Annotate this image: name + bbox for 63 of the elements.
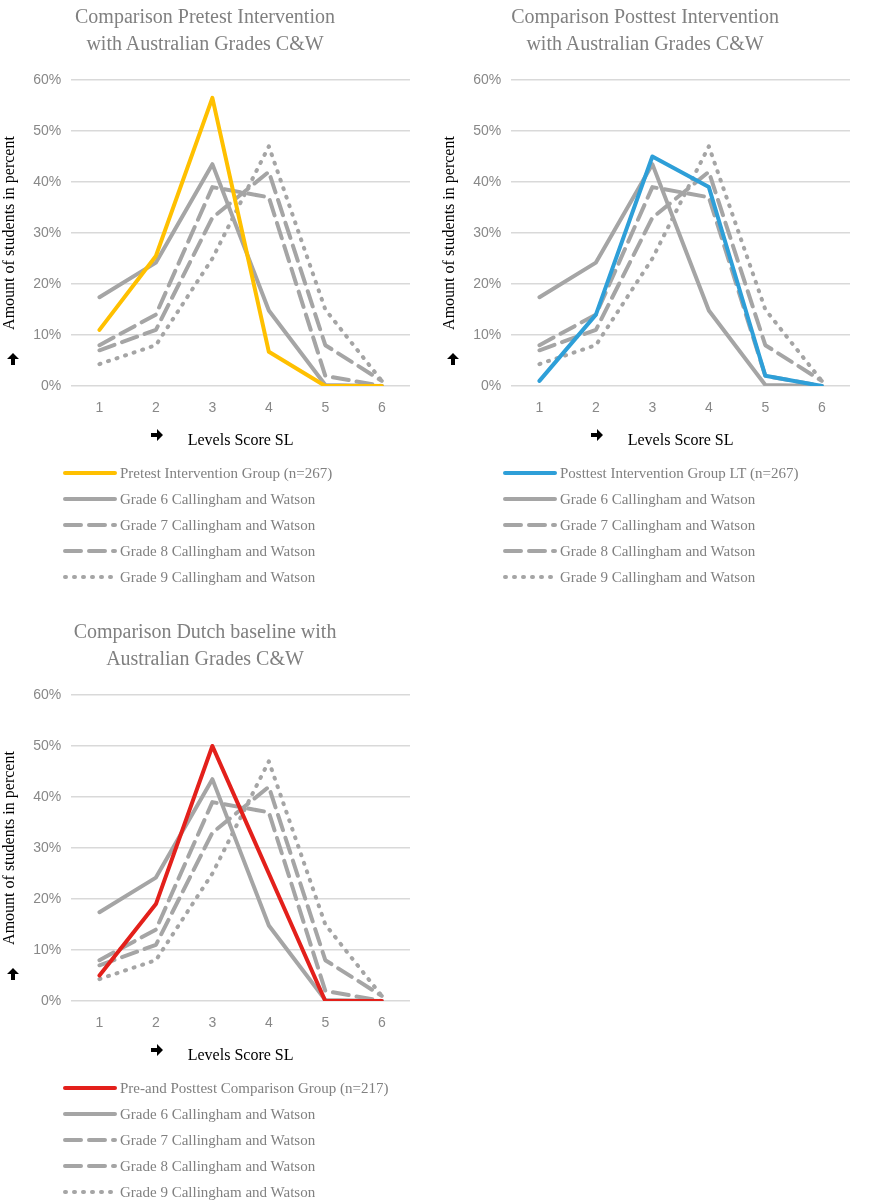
y-tick-label: 20% xyxy=(473,274,502,291)
legend-label: Grade 8 Callingham and Watson xyxy=(120,542,316,560)
x-tick-label: 5 xyxy=(321,399,330,416)
x-tick-label: 2 xyxy=(152,1014,161,1031)
chart-title: Comparison Dutch baseline with Australian Grades C&W xyxy=(73,619,337,669)
x-tick-label: 4 xyxy=(264,1014,273,1031)
x-tick-label: 1 xyxy=(95,1014,104,1031)
y-tick-label: 10% xyxy=(473,325,502,342)
x-tick-label: 2 xyxy=(592,399,601,416)
x-tick-label: 1 xyxy=(95,399,104,416)
y-tick-label: 60% xyxy=(33,685,62,702)
y-tick-label: 0% xyxy=(40,991,62,1008)
x-tick-label: 6 xyxy=(377,399,386,416)
y-axis-title: Amount of students in percent xyxy=(0,135,18,330)
y-tick-label: 50% xyxy=(33,121,62,138)
x-tick-label: 6 xyxy=(817,399,826,416)
legend-label: Pretest Intervention Group (n=267) xyxy=(120,464,333,482)
y-axis-title: Amount of students in percent xyxy=(439,135,458,330)
y-tick-label: 40% xyxy=(33,172,62,189)
legend-label: Grade 8 Callingham and Watson xyxy=(120,1157,316,1175)
legend-label: Grade 8 Callingham and Watson xyxy=(560,542,756,560)
legend-label: Grade 7 Callingham and Watson xyxy=(120,1131,316,1149)
y-tick-label: 20% xyxy=(33,889,62,906)
y-tick-label: 40% xyxy=(473,172,502,189)
x-tick-label: 3 xyxy=(648,399,657,416)
legend-label: Grade 9 Callingham and Watson xyxy=(120,1183,316,1201)
x-tick-label: 1 xyxy=(535,399,544,416)
legend-label: Grade 7 Callingham and Watson xyxy=(120,516,316,534)
legend-label: Grade 9 Callingham and Watson xyxy=(560,568,756,586)
x-tick-label: 5 xyxy=(761,399,770,416)
y-tick-label: 10% xyxy=(33,325,62,342)
y-tick-label: 40% xyxy=(33,787,62,804)
chart-title: Comparison Posttest Intervention with Australian Grades C&W xyxy=(511,4,779,54)
x-tick-label: 3 xyxy=(208,1014,217,1031)
y-tick-label: 30% xyxy=(33,838,62,855)
y-tick-label: 60% xyxy=(473,70,502,87)
y-tick-label: 0% xyxy=(40,376,62,393)
x-tick-label: 6 xyxy=(377,1014,386,1031)
y-tick-label: 50% xyxy=(473,121,502,138)
y-tick-label: 30% xyxy=(33,223,62,240)
y-tick-label: 20% xyxy=(33,274,62,291)
legend-label: Grade 7 Callingham and Watson xyxy=(560,516,756,534)
y-axis-title: Amount of students in percent xyxy=(0,750,18,945)
x-axis-title: Levels Score SL xyxy=(187,1045,294,1063)
x-tick-label: 4 xyxy=(704,399,713,416)
y-tick-label: 50% xyxy=(33,736,62,753)
y-tick-label: 10% xyxy=(33,940,62,957)
legend-label: Grade 9 Callingham and Watson xyxy=(120,568,316,586)
x-axis-title: Levels Score SL xyxy=(187,430,294,448)
x-tick-label: 2 xyxy=(152,399,161,416)
y-tick-label: 60% xyxy=(33,70,62,87)
legend-label: Grade 6 Callingham and Watson xyxy=(120,490,316,508)
legend-label: Grade 6 Callingham and Watson xyxy=(120,1105,316,1123)
y-tick-label: 0% xyxy=(480,376,502,393)
legend-label: Posttest Intervention Group LT (n=267) xyxy=(560,464,799,482)
x-tick-label: 4 xyxy=(264,399,273,416)
x-tick-label: 3 xyxy=(208,399,217,416)
x-axis-title: Levels Score SL xyxy=(627,430,734,448)
x-tick-label: 5 xyxy=(321,1014,330,1031)
legend-label: Grade 6 Callingham and Watson xyxy=(560,490,756,508)
chart-title: Comparison Pretest Intervention with Australian Grades C&W xyxy=(75,4,335,54)
y-tick-label: 30% xyxy=(473,223,502,240)
legend-label: Pre-and Posttest Comparison Group (n=217) xyxy=(120,1079,389,1097)
